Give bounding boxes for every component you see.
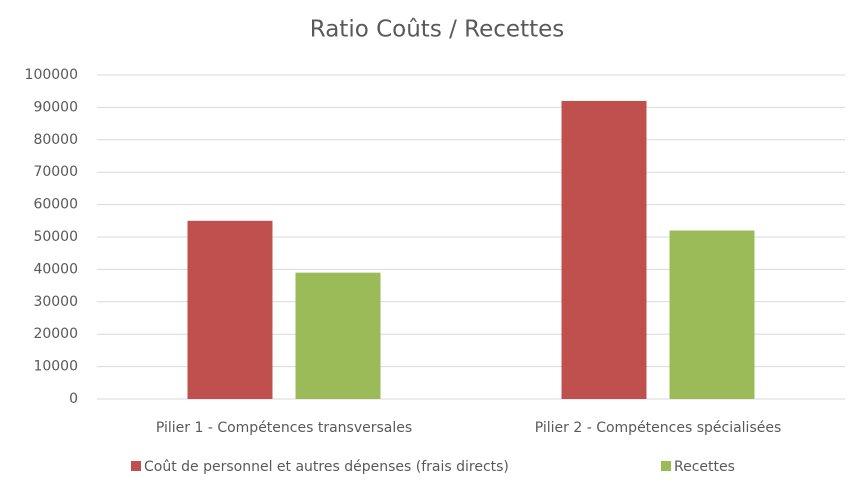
- legend-label: Coût de personnel et autres dépenses (fr…: [144, 459, 509, 475]
- bar: [187, 220, 273, 399]
- x-tick-label: Pilier 2 - Compétences spécialisées: [535, 420, 782, 436]
- y-tick-label: 10000: [33, 359, 78, 375]
- x-tick-label: Pilier 1 - Compétences transversales: [156, 420, 412, 436]
- bar: [295, 272, 381, 399]
- legend-swatch: [131, 461, 141, 471]
- y-tick-label: 0: [69, 391, 78, 407]
- bar: [561, 100, 647, 400]
- y-tick-label: 100000: [25, 67, 78, 83]
- y-tick-label: 70000: [33, 164, 78, 180]
- chart-title: Ratio Coûts / Recettes: [310, 17, 565, 43]
- y-tick-label: 20000: [33, 326, 78, 342]
- y-tick-label: 30000: [33, 294, 78, 310]
- legend-swatch: [661, 461, 671, 471]
- legend-label: Recettes: [674, 459, 735, 475]
- y-tick-label: 90000: [33, 99, 78, 115]
- y-tick-label: 60000: [33, 197, 78, 213]
- bar: [669, 230, 755, 399]
- y-tick-label: 80000: [33, 132, 78, 148]
- y-tick-label: 50000: [33, 229, 78, 245]
- y-tick-label: 40000: [33, 261, 78, 277]
